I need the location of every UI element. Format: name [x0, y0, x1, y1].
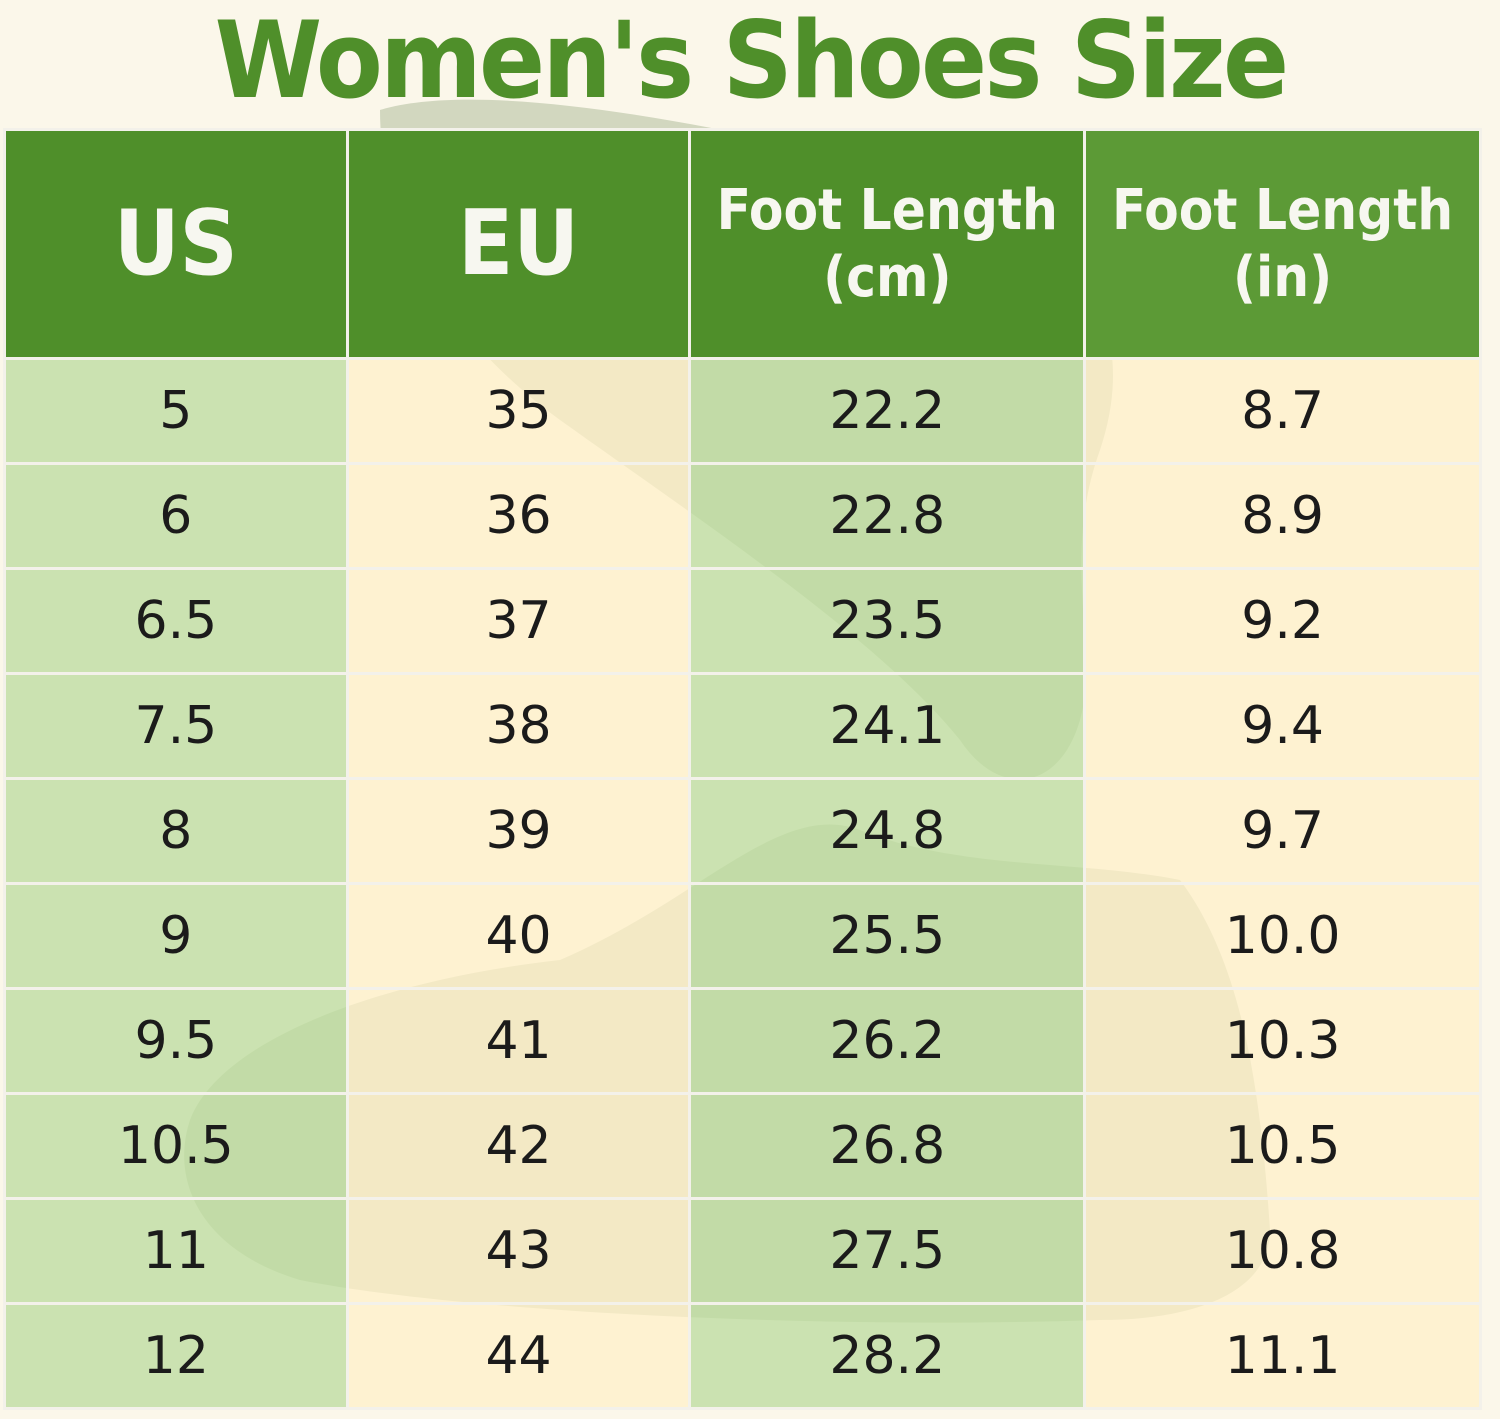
cell-in: 9.7: [1083, 777, 1482, 885]
cell-eu: 36: [345, 462, 692, 570]
cell-us: 9.5: [3, 987, 349, 1095]
header-in-line1: Foot Length: [1111, 177, 1454, 243]
table-row: 7.5 38 24.1 9.4: [3, 672, 1482, 780]
cell-us: 6: [3, 462, 349, 570]
cell-cm: 24.1: [688, 672, 1087, 780]
cell-eu: 42: [345, 1092, 692, 1200]
size-chart-table: US EU Foot Length (cm) Foot Length (in) …: [3, 128, 1482, 1410]
cell-eu: 37: [345, 567, 692, 675]
cell-us: 9: [3, 882, 349, 990]
table-row: 12 44 28.2 11.1: [3, 1302, 1482, 1410]
cell-in: 9.4: [1083, 672, 1482, 780]
cell-us: 12: [3, 1302, 349, 1410]
cell-eu: 44: [345, 1302, 692, 1410]
header-cm-line2: (cm): [823, 245, 952, 310]
cell-cm: 23.5: [688, 567, 1087, 675]
header-foot-length-in: Foot Length (in): [1083, 128, 1482, 360]
table-row: 9.5 41 26.2 10.3: [3, 987, 1482, 1095]
cell-eu: 35: [345, 357, 692, 465]
page-title-text: Women's Shoes Size: [214, 0, 1289, 122]
cell-cm: 26.8: [688, 1092, 1087, 1200]
cell-cm: 28.2: [688, 1302, 1087, 1410]
cell-us: 11: [3, 1197, 349, 1305]
cell-us: 6.5: [3, 567, 349, 675]
table-row: 5 35 22.2 8.7: [3, 357, 1482, 465]
table-row: 9 40 25.5 10.0: [3, 882, 1482, 990]
cell-cm: 24.8: [688, 777, 1087, 885]
table-row: 11 43 27.5 10.8: [3, 1197, 1482, 1305]
cell-us: 5: [3, 357, 349, 465]
cell-in: 8.9: [1083, 462, 1482, 570]
cell-in: 9.2: [1083, 567, 1482, 675]
cell-in: 11.1: [1083, 1302, 1482, 1410]
table-row: 8 39 24.8 9.7: [3, 777, 1482, 885]
header-foot-length-cm: Foot Length (cm): [688, 128, 1087, 360]
header-eu: EU: [345, 128, 692, 360]
cell-us: 8: [3, 777, 349, 885]
cell-eu: 41: [345, 987, 692, 1095]
cell-eu: 39: [345, 777, 692, 885]
cell-cm: 22.8: [688, 462, 1087, 570]
cell-eu: 40: [345, 882, 692, 990]
cell-in: 10.0: [1083, 882, 1482, 990]
header-row: US EU Foot Length (cm) Foot Length (in): [3, 128, 1482, 360]
header-cm-line1: Foot Length: [716, 177, 1058, 243]
cell-cm: 22.2: [688, 357, 1087, 465]
table-row: 6 36 22.8 8.9: [3, 462, 1482, 570]
cell-in: 8.7: [1083, 357, 1482, 465]
cell-cm: 25.5: [688, 882, 1087, 990]
cell-in: 10.5: [1083, 1092, 1482, 1200]
cell-in: 10.3: [1083, 987, 1482, 1095]
cell-cm: 27.5: [688, 1197, 1087, 1305]
cell-eu: 43: [345, 1197, 692, 1305]
cell-us: 10.5: [3, 1092, 349, 1200]
page-title: Women's Shoes Size: [0, 0, 1500, 125]
header-in-line2: (in): [1232, 245, 1333, 310]
header-us: US: [3, 128, 349, 360]
cell-cm: 26.2: [688, 987, 1087, 1095]
cell-eu: 38: [345, 672, 692, 780]
table-row: 6.5 37 23.5 9.2: [3, 567, 1482, 675]
cell-us: 7.5: [3, 672, 349, 780]
cell-in: 10.8: [1083, 1197, 1482, 1305]
table-row: 10.5 42 26.8 10.5: [3, 1092, 1482, 1200]
